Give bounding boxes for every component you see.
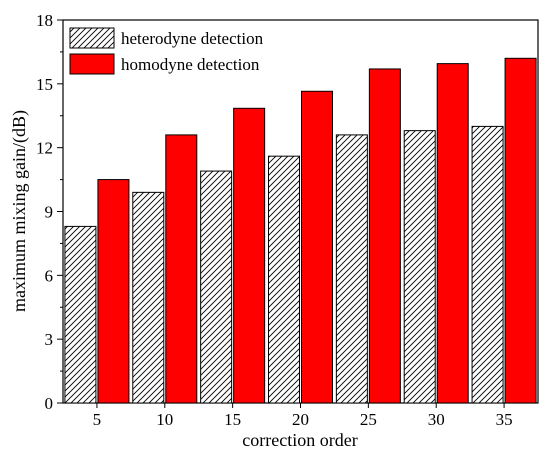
x-tick-label: 5 xyxy=(93,410,102,429)
y-axis-title: maximum mixing gain/(dB) xyxy=(9,110,30,312)
bar-homodyne-20 xyxy=(301,90,333,404)
y-tick-label: 12 xyxy=(36,139,53,158)
y-tick-label: 9 xyxy=(45,203,54,222)
bar-heterodyne-10 xyxy=(132,191,165,404)
y-tick-label: 0 xyxy=(45,394,54,413)
x-tick-label: 20 xyxy=(292,410,309,429)
legend-label-heterodyne: heterodyne detection xyxy=(121,29,264,48)
bar-homodyne-5 xyxy=(97,179,130,404)
bar-homodyne-35 xyxy=(504,57,537,404)
bar-homodyne-25 xyxy=(368,68,401,404)
x-axis-title: correction order xyxy=(242,430,357,450)
bar-homodyne-10 xyxy=(165,134,198,404)
bar-heterodyne-30 xyxy=(403,130,436,404)
bars-group xyxy=(64,57,537,404)
y-tick-label: 18 xyxy=(36,11,53,30)
x-axis: 5 10 15 20 25 30 35 xyxy=(93,403,513,429)
bar-heterodyne-5 xyxy=(64,225,97,404)
legend-swatch-homodyne xyxy=(69,53,115,75)
y-tick-label: 15 xyxy=(36,75,53,94)
bar-homodyne-30 xyxy=(436,63,469,404)
bar-heterodyne-25 xyxy=(335,134,368,404)
legend: heterodyne detection homodyne detection xyxy=(69,27,264,75)
legend-label-homodyne: homodyne detection xyxy=(121,55,260,74)
y-tick-label: 6 xyxy=(45,266,54,285)
y-tick-label: 3 xyxy=(45,330,54,349)
bar-heterodyne-15 xyxy=(200,170,233,404)
bar-heterodyne-20 xyxy=(268,155,300,404)
x-tick-label: 25 xyxy=(360,410,377,429)
bar-homodyne-15 xyxy=(233,107,266,404)
bar-heterodyne-35 xyxy=(471,125,504,404)
y-axis: 0 3 6 9 12 15 18 xyxy=(36,11,63,413)
x-tick-label: 10 xyxy=(156,410,173,429)
x-tick-label: 30 xyxy=(428,410,445,429)
x-tick-label: 35 xyxy=(496,410,513,429)
legend-swatch-heterodyne xyxy=(69,27,115,49)
x-tick-label: 15 xyxy=(224,410,241,429)
